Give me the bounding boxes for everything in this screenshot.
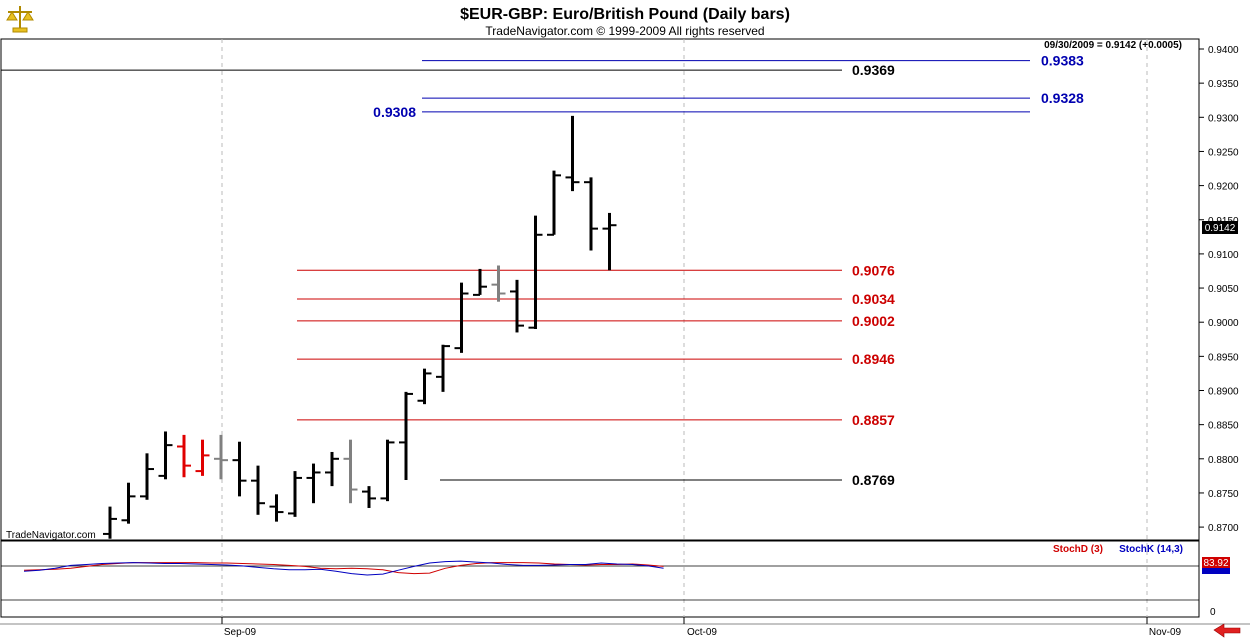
y-tick-label: 0.9200: [1208, 182, 1239, 193]
y-tick-label: 0.8900: [1208, 387, 1239, 398]
ohlc-bar: [584, 177, 598, 251]
y-tick-label: 0.9300: [1208, 113, 1239, 124]
ohlc-bar: [528, 215, 543, 330]
level-label: 0.9369: [852, 62, 895, 78]
ohlc-bar: [195, 439, 210, 476]
chart-subtitle: TradeNavigator.com © 1999-2009 All right…: [485, 24, 764, 38]
ohlc-bar: [436, 344, 450, 392]
stoch-value-box-k: [1202, 568, 1230, 574]
level-label: 0.9328: [1041, 90, 1084, 106]
level-label: 0.8946: [852, 351, 895, 367]
last-price-label: 0.9142: [1205, 223, 1236, 234]
ohlc-bar: [288, 471, 302, 517]
ohlc-bar: [214, 434, 228, 480]
y-tick-label: 0.8850: [1208, 421, 1239, 432]
ohlc-bar: [232, 441, 247, 497]
stochd-label: StochD (3): [1053, 544, 1103, 555]
ohlc-bar: [399, 391, 413, 480]
ohlc-bar: [325, 451, 339, 487]
ohlc-bar: [121, 482, 136, 524]
ohlc-bar: [343, 439, 358, 504]
level-label: 0.9002: [852, 313, 895, 329]
price-panel-frame: [0, 38, 1200, 541]
ohlc-bar: [269, 494, 284, 522]
stoch-zero-label: 0: [1210, 607, 1216, 618]
level-label: 0.9076: [852, 262, 895, 278]
x-tick-label: Nov-09: [1149, 627, 1182, 638]
price-axis: 0.94000.93500.93000.92500.92000.91500.91…: [1199, 45, 1239, 534]
y-tick-label: 0.9050: [1208, 284, 1239, 295]
watermark: TradeNavigator.com: [6, 530, 96, 541]
date-axis: Sep-09 Oct-09 Nov-09: [221, 617, 1182, 638]
scales-icon[interactable]: [4, 2, 36, 34]
ohlc-bars: [103, 115, 617, 539]
last-price-box: [1202, 221, 1238, 234]
ohlc-bar: [565, 115, 580, 192]
ohlc-bar: [547, 170, 561, 236]
ohlc-bar: [158, 431, 173, 480]
ohlc-bar: [510, 279, 524, 333]
y-tick-label: 0.9350: [1208, 79, 1239, 90]
ohlc-bar: [177, 434, 191, 478]
y-tick-label: 0.8700: [1208, 523, 1239, 534]
ohlc-bar: [103, 506, 117, 539]
stochk-label: StochK (14,3): [1119, 544, 1183, 555]
price-readout: 09/30/2009 = 0.9142 (+0.0005): [1044, 40, 1182, 51]
y-tick-label: 0.8950: [1208, 352, 1239, 363]
level-label: 0.9383: [1041, 53, 1084, 69]
chart-title: $EUR-GBP: Euro/British Pound (Daily bars…: [460, 6, 790, 23]
stochk-line: [23, 560, 664, 576]
level-lines: 0.9383 0.9369 0.9328 0.9308 0.9076 0.9034 0.90…: [1, 53, 1084, 488]
ohlc-bar: [380, 439, 395, 502]
x-tick-label: Oct-09: [687, 627, 717, 638]
indicator-panel-frame: [0, 540, 1200, 618]
ohlc-bar: [454, 282, 469, 353]
ohlc-bar: [491, 265, 506, 302]
ohlc-bar: [306, 463, 321, 504]
ohlc-bar: [251, 465, 265, 515]
stoch-value-box: [1202, 557, 1230, 568]
y-tick-label: 0.9250: [1208, 147, 1239, 158]
y-tick-label: 0.9100: [1208, 250, 1239, 261]
ohlc-bar: [473, 268, 487, 296]
y-tick-label: 0.8800: [1208, 455, 1239, 466]
ohlc-bar: [602, 212, 617, 271]
ohlc-bar: [362, 486, 376, 508]
ohlc-bar: [417, 368, 432, 405]
stoch-value-label: 83.92: [1203, 558, 1228, 569]
left-arrow-icon[interactable]: [1213, 623, 1241, 638]
level-label: 0.8769: [852, 472, 895, 488]
level-label: 0.8857: [852, 412, 895, 428]
x-tick-label: Sep-09: [224, 627, 257, 638]
y-tick-label: 0.9400: [1208, 45, 1239, 56]
y-tick-label: 0.9000: [1208, 318, 1239, 329]
ohlc-bar: [140, 453, 154, 500]
level-label: 0.9034: [852, 291, 895, 307]
y-tick-label: 0.8750: [1208, 489, 1239, 500]
level-label: 0.9308: [373, 104, 416, 120]
